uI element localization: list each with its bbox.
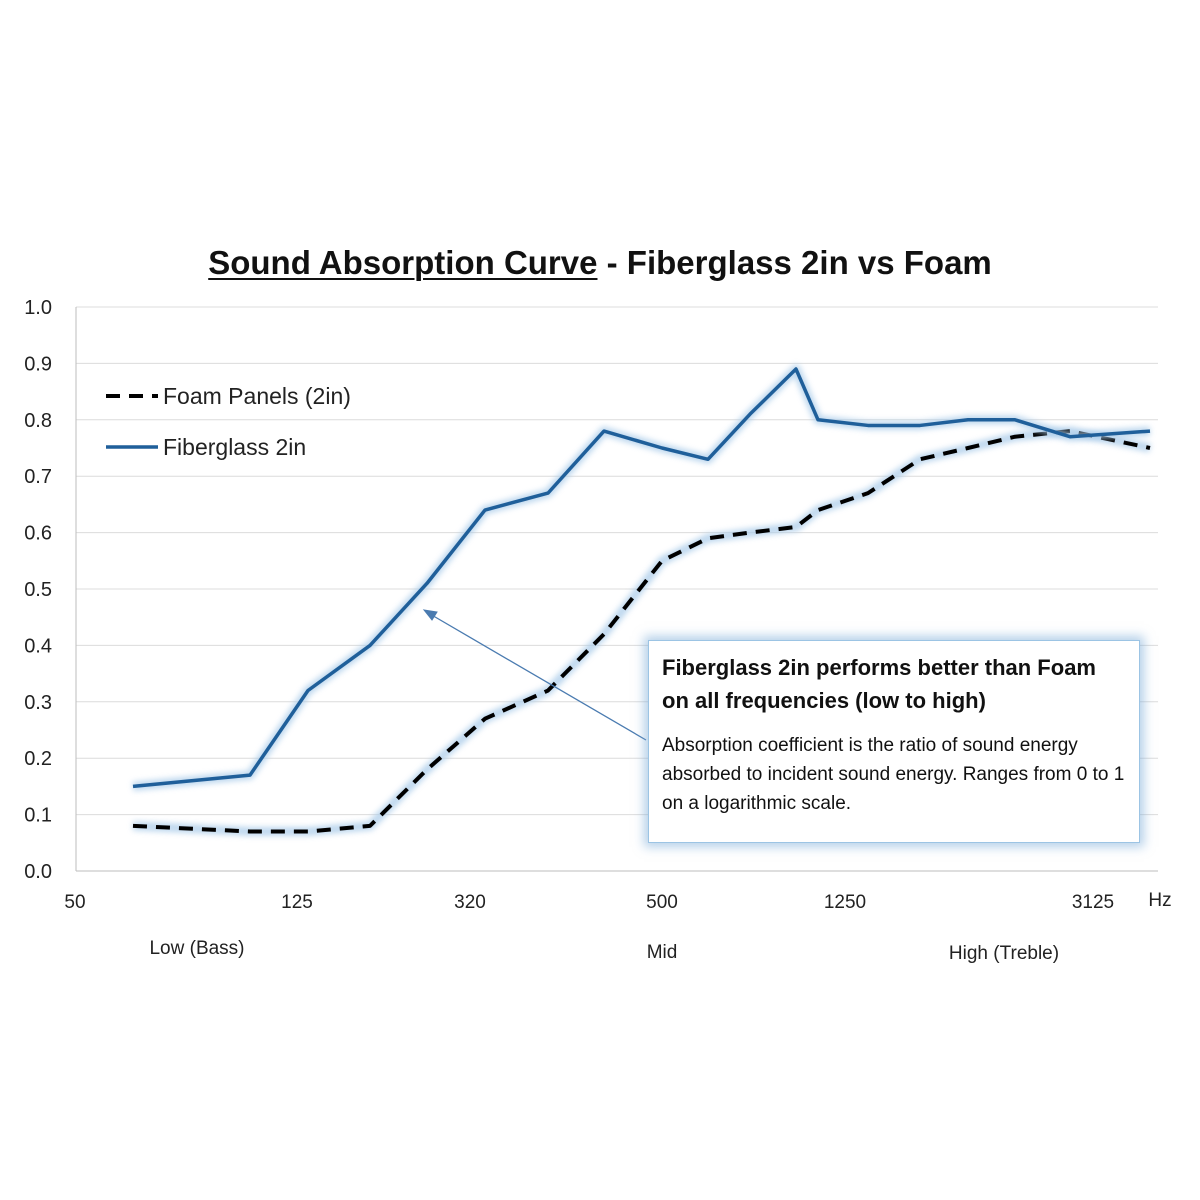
- x-unit-label: Hz: [1148, 890, 1171, 911]
- x-axis-ticks: 50 125 320 500 1250 3125 Hz: [64, 890, 1171, 913]
- chart-title: Sound Absorption Curve - Fiberglass 2in …: [0, 244, 1200, 282]
- x-range-label: Low (Bass): [149, 938, 244, 959]
- legend: Foam Panels (2in) Fiberglass 2in: [106, 383, 351, 460]
- y-tick-label: 0.4: [24, 635, 52, 657]
- x-tick-label: 1250: [824, 892, 866, 913]
- y-axis-ticks: 0.0 0.1 0.2 0.3 0.4 0.5 0.6 0.7 0.8 0.9 1.0: [24, 297, 52, 883]
- annotation-heading: Fiberglass 2in performs better than Foam…: [662, 655, 1096, 713]
- y-tick-label: 0.8: [24, 410, 52, 432]
- y-tick-label: 0.9: [24, 353, 52, 375]
- legend-label: Foam Panels (2in): [163, 383, 351, 409]
- chart-title-rest: - Fiberglass 2in vs Foam: [597, 244, 992, 281]
- y-tick-label: 0.3: [24, 692, 52, 714]
- x-range-label: High (Treble): [949, 943, 1059, 964]
- series-line-fiberglass: [132, 367, 1151, 789]
- legend-label: Fiberglass 2in: [163, 434, 306, 460]
- x-tick-label: 125: [281, 892, 313, 913]
- annotation-body: Absorption coefficient is the ratio of s…: [662, 735, 1125, 814]
- x-tick-label: 320: [454, 892, 486, 913]
- y-tick-label: 0.5: [24, 579, 52, 601]
- series-line-foam: [132, 429, 1151, 834]
- y-tick-label: 0.2: [24, 748, 52, 770]
- x-tick-label: 500: [646, 892, 678, 913]
- x-range-label: Mid: [647, 942, 678, 963]
- annotation-arrow: [422, 609, 647, 741]
- chart-title-emphasis: Sound Absorption Curve: [208, 244, 598, 281]
- y-tick-label: 0.1: [24, 805, 52, 827]
- series-lines: [132, 364, 1151, 837]
- y-tick-label: 0.0: [24, 861, 52, 883]
- x-tick-label: 3125: [1072, 892, 1114, 913]
- x-tick-label: 50: [64, 892, 85, 913]
- y-tick-label: 1.0: [24, 297, 52, 319]
- annotation-callout: Fiberglass 2in performs better than Foam…: [648, 640, 1140, 843]
- x-range-labels: Low (Bass) Mid High (Treble): [149, 938, 1059, 964]
- y-tick-label: 0.6: [24, 523, 52, 545]
- y-tick-label: 0.7: [24, 466, 52, 488]
